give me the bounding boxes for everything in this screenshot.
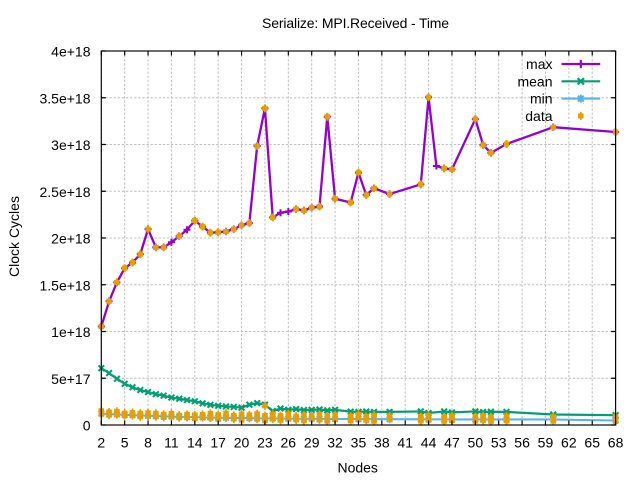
svg-text:min: min xyxy=(530,91,553,107)
svg-text:26: 26 xyxy=(281,435,297,451)
svg-text:3.5e+18: 3.5e+18 xyxy=(40,90,91,106)
svg-text:max: max xyxy=(526,56,552,72)
svg-text:4e+18: 4e+18 xyxy=(51,44,91,60)
svg-text:Nodes: Nodes xyxy=(337,460,377,476)
svg-text:1.5e+18: 1.5e+18 xyxy=(40,277,91,293)
svg-text:0: 0 xyxy=(83,418,91,434)
svg-text:1e+18: 1e+18 xyxy=(51,324,91,340)
svg-text:Serialize: MPI.Received - Time: Serialize: MPI.Received - Time xyxy=(262,15,449,31)
svg-text:56: 56 xyxy=(514,435,530,451)
svg-text:41: 41 xyxy=(397,435,413,451)
svg-text:65: 65 xyxy=(584,435,600,451)
svg-text:17: 17 xyxy=(210,435,226,451)
svg-text:50: 50 xyxy=(468,435,484,451)
svg-text:59: 59 xyxy=(538,435,554,451)
svg-text:62: 62 xyxy=(561,435,577,451)
svg-text:Clock Cycles: Clock Cycles xyxy=(6,196,22,277)
svg-text:data: data xyxy=(525,108,552,124)
svg-text:2.5e+18: 2.5e+18 xyxy=(40,184,91,200)
svg-text:32: 32 xyxy=(327,435,343,451)
svg-text:68: 68 xyxy=(608,435,624,451)
svg-text:5e+17: 5e+17 xyxy=(51,371,91,387)
svg-text:53: 53 xyxy=(491,435,507,451)
svg-text:38: 38 xyxy=(374,435,390,451)
svg-text:5: 5 xyxy=(121,435,129,451)
svg-text:44: 44 xyxy=(421,435,437,451)
svg-text:3e+18: 3e+18 xyxy=(51,137,91,153)
svg-text:8: 8 xyxy=(144,435,152,451)
svg-text:2: 2 xyxy=(97,435,105,451)
svg-text:23: 23 xyxy=(257,435,273,451)
svg-text:mean: mean xyxy=(517,73,552,89)
svg-text:47: 47 xyxy=(444,435,460,451)
svg-text:2e+18: 2e+18 xyxy=(51,231,91,247)
svg-text:35: 35 xyxy=(351,435,367,451)
svg-text:29: 29 xyxy=(304,435,320,451)
svg-text:11: 11 xyxy=(164,435,179,451)
svg-text:20: 20 xyxy=(234,435,250,451)
svg-text:14: 14 xyxy=(187,435,203,451)
